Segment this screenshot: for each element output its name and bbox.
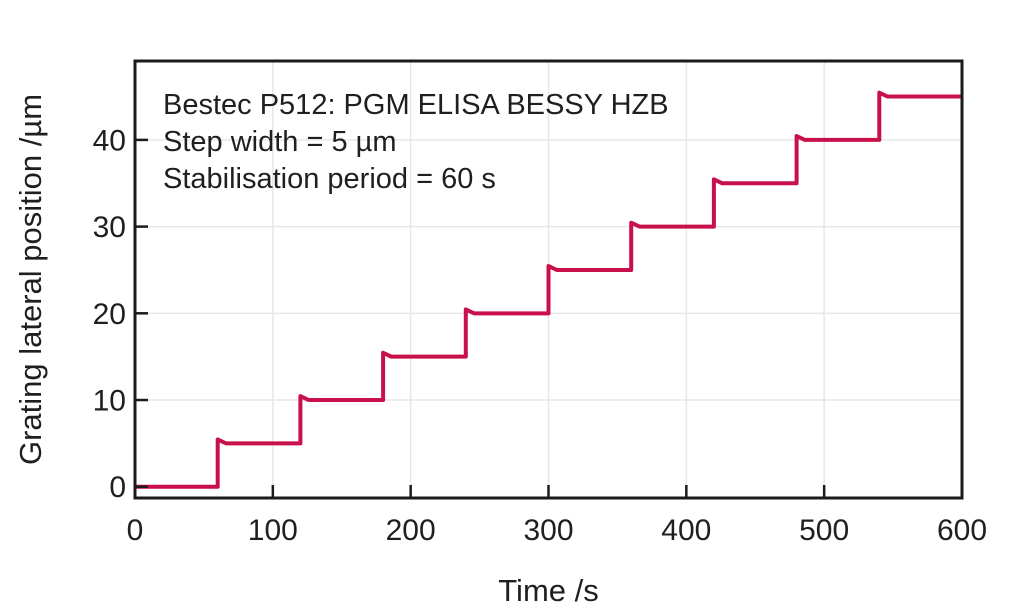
y-tick-label: 20 — [93, 298, 126, 331]
annotation-line-3: Stabilisation period = 60 s — [163, 163, 496, 195]
y-tick-label: 10 — [93, 385, 126, 418]
x-tick-label: 100 — [248, 514, 298, 547]
annotation-line-1: Bestec P512: PGM ELISA BESSY HZB — [163, 89, 669, 121]
y-tick-label: 40 — [93, 124, 126, 157]
x-tick-label: 500 — [799, 514, 849, 547]
x-tick-label: 600 — [937, 514, 987, 547]
annotation-line-2: Step width = 5 µm — [163, 126, 397, 158]
x-axis-label: Time /s — [498, 573, 598, 608]
annotation-block: Bestec P512: PGM ELISA BESSY HZB Step wi… — [163, 89, 669, 195]
y-axis-label: Grating lateral position /µm — [13, 94, 48, 465]
x-tick-label: 200 — [386, 514, 436, 547]
series-line-grating-position — [135, 90, 962, 489]
x-tick-label: 0 — [127, 514, 144, 547]
y-tick-label: 30 — [93, 211, 126, 244]
x-tick-label: 300 — [523, 514, 573, 547]
chart-generated-layer: 0 100 200 300 400 500 600 0 10 20 30 40 — [93, 59, 987, 547]
y-tick-label: 0 — [109, 471, 126, 504]
x-tick-label: 400 — [661, 514, 711, 547]
